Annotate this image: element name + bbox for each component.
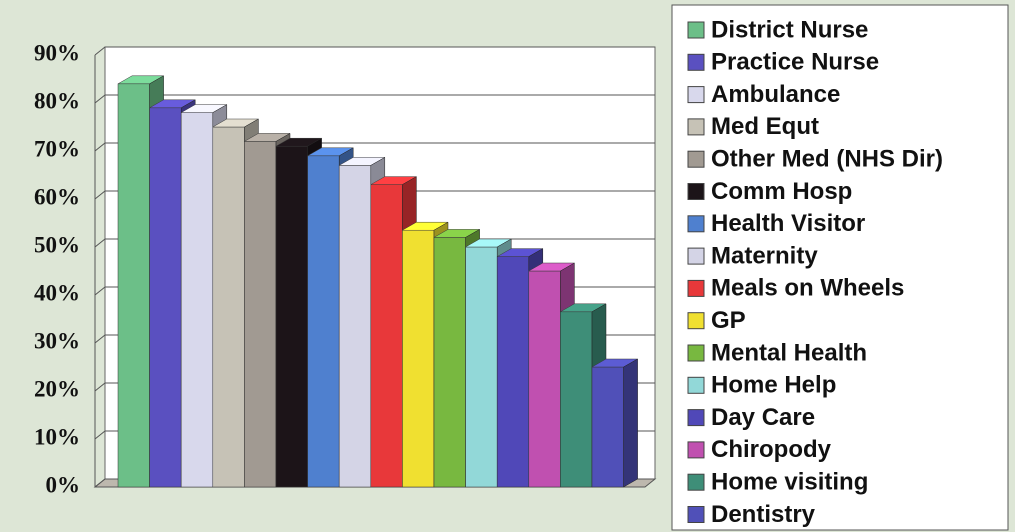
y-tick-label: 90% [34, 40, 80, 65]
legend-swatch [687, 86, 705, 104]
legend-label: Med Equt [711, 113, 819, 140]
legend-label: Meals on Wheels [711, 275, 904, 302]
y-tick-label: 0% [46, 472, 81, 497]
bar [528, 270, 561, 488]
legend-label: Mental Health [711, 339, 867, 366]
legend-swatch [687, 53, 705, 71]
y-tick-label: 40% [34, 280, 80, 305]
legend-swatch [687, 376, 705, 394]
legend-swatch [687, 344, 705, 362]
legend-swatch [687, 506, 705, 523]
bar [244, 141, 277, 488]
y-tick-label: 20% [34, 376, 80, 401]
legend-label: Home Help [711, 372, 836, 399]
bar [402, 229, 435, 488]
legend-swatch [687, 215, 705, 233]
y-tick-label: 80% [34, 88, 80, 113]
legend-label: Home visiting [711, 469, 868, 496]
bar [370, 184, 403, 488]
legend-swatch [687, 279, 705, 297]
legend-label: Dentistry [711, 501, 816, 528]
bar [180, 112, 214, 488]
legend-label: Chiropody [711, 436, 832, 463]
bar [275, 145, 308, 488]
bar [591, 366, 624, 488]
bar [465, 246, 498, 488]
bar [212, 126, 245, 488]
grid-line [94, 94, 655, 104]
legend-swatch [687, 150, 705, 168]
legend-swatch [687, 312, 705, 330]
bar [307, 155, 340, 488]
legend-label: Ambulance [711, 81, 840, 108]
legend-swatch [687, 21, 705, 39]
bar [560, 311, 593, 488]
bar [338, 165, 372, 488]
legend-swatch [687, 409, 705, 427]
legend-label: District Nurse [711, 16, 868, 43]
bar [117, 83, 150, 488]
y-tick-label: 30% [34, 328, 80, 353]
legend-box [671, 4, 1009, 531]
legend-swatch [687, 441, 705, 459]
grid-line [94, 190, 655, 200]
legend-label: Practice Nurse [711, 49, 879, 76]
y-tick-label: 70% [34, 136, 80, 161]
bar [496, 256, 530, 488]
bar-side [623, 358, 638, 488]
bar [433, 237, 466, 488]
legend-swatch [687, 118, 705, 136]
legend-swatch [687, 247, 705, 265]
y-tick-label: 50% [34, 232, 80, 257]
legend-swatch [687, 473, 705, 491]
legend-label: GP [711, 307, 746, 334]
legend-label: Maternity [711, 242, 818, 269]
legend-label: Other Med (NHS Dir) [711, 146, 943, 173]
bar [149, 107, 182, 488]
y-tick-label: 10% [34, 424, 80, 449]
legend-label: Comm Hosp [711, 178, 852, 205]
legend-swatch [687, 183, 705, 200]
y-tick-label: 60% [34, 184, 80, 209]
legend-label: Day Care [711, 404, 815, 431]
grid-line [94, 142, 655, 152]
legend-label: Health Visitor [711, 210, 865, 237]
grid-line [94, 46, 655, 56]
